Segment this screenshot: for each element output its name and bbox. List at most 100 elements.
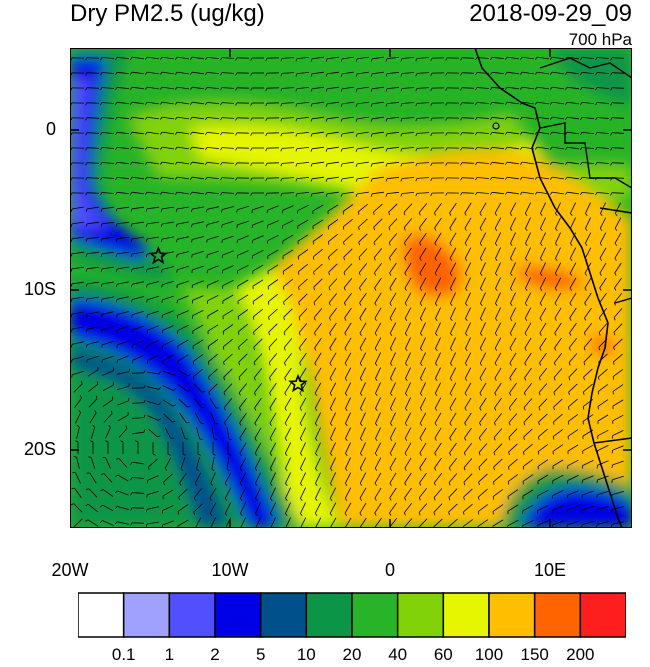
- wind-barb-flag: [314, 513, 318, 517]
- wind-barb: [596, 117, 610, 119]
- wind-barb: [508, 398, 518, 408]
- wind-barb: [209, 487, 217, 499]
- wind-barb: [131, 417, 145, 419]
- wind-barb-flag: [298, 302, 300, 306]
- lon-label-10w: 10W: [211, 560, 249, 580]
- wind-barb-flag: [569, 273, 573, 276]
- field-sw-gyre: [70, 368, 200, 528]
- wind-barb-flag: [464, 273, 468, 277]
- wind-barb-flag: [85, 298, 88, 302]
- wind-barb-flag: [205, 132, 208, 136]
- wind-barb-flag: [270, 498, 273, 502]
- wind-barb-flag: [490, 162, 493, 166]
- wind-barb-flag: [85, 87, 88, 91]
- wind-barb: [599, 247, 607, 259]
- wind-barb: [344, 367, 352, 379]
- wind-barb: [345, 457, 351, 469]
- wind-barb: [180, 427, 186, 439]
- wind-barb-flag: [549, 101, 553, 105]
- forecast-datetime: 2018-09-29_09: [469, 0, 632, 27]
- wind-barb-flag: [220, 72, 223, 76]
- wind-barb: [329, 487, 337, 499]
- wind-barb-flag: [285, 498, 288, 502]
- wind-barb-flag: [582, 406, 585, 410]
- wind-barb: [177, 504, 189, 512]
- coastline: [474, 48, 623, 528]
- wind-barb: [192, 280, 204, 286]
- wind-barb: [405, 397, 411, 409]
- wind-barb: [314, 397, 322, 409]
- legend-label: 200: [566, 645, 595, 664]
- wind-barb: [613, 323, 623, 333]
- wind-barb: [211, 427, 215, 439]
- wind-barb: [539, 352, 547, 364]
- wind-barb: [237, 264, 249, 272]
- wind-barb-flag: [115, 132, 118, 136]
- wind-barb: [73, 383, 83, 393]
- wind-barb-flag: [100, 268, 103, 272]
- wind-barb-flag: [310, 118, 313, 122]
- wind-barb-flag: [310, 133, 313, 137]
- wind-barb-flag: [420, 333, 423, 337]
- wind-barb-flag: [534, 146, 538, 150]
- wind-barb-flag: [597, 391, 600, 395]
- wind-barb-flag: [419, 408, 423, 412]
- wind-barb: [491, 101, 505, 105]
- wind-barb-flag: [549, 131, 553, 135]
- wind-barb: [254, 457, 262, 469]
- wind-barb: [375, 427, 381, 439]
- wind-barb-flag: [595, 117, 598, 121]
- wind-barb: [329, 337, 337, 349]
- wind-barb: [221, 72, 235, 74]
- wind-barb: [508, 443, 518, 453]
- wind-barb: [238, 368, 248, 378]
- wind-barb-flag: [327, 241, 330, 245]
- wind-barb-flag: [450, 318, 453, 322]
- wind-barb-flag: [404, 333, 408, 337]
- wind-barb: [162, 325, 174, 331]
- wind-barb: [491, 116, 505, 120]
- wind-barb: [389, 427, 397, 439]
- wind-barb-flag: [223, 392, 226, 396]
- wind-barb-flag: [448, 467, 451, 471]
- wind-barb-flag: [523, 451, 525, 455]
- wind-barb: [116, 221, 130, 225]
- wind-barb-flag: [415, 88, 418, 92]
- wind-barb-flag: [504, 146, 508, 150]
- wind-barb-flag: [400, 193, 403, 197]
- wind-barb-flag: [359, 363, 363, 367]
- wind-barb-flag: [190, 71, 193, 75]
- wind-barb-flag: [269, 422, 272, 426]
- wind-barb: [374, 442, 382, 454]
- wind-barb-flag: [508, 437, 511, 441]
- wind-barb: [239, 457, 247, 469]
- wind-barb: [132, 86, 144, 90]
- wind-barb-flag: [280, 88, 283, 92]
- wind-barb: [285, 472, 291, 484]
- wind-barb-flag: [523, 407, 526, 411]
- color-legend-labels: 0.1 1 2 5 10 20 40 60 100 150 200: [0, 645, 650, 667]
- wind-barb: [206, 192, 220, 194]
- wind-barb: [343, 218, 353, 228]
- wind-barb-flag: [525, 243, 528, 247]
- wind-barb: [461, 87, 475, 89]
- wind-barb: [193, 383, 203, 393]
- wind-barb-flag: [385, 103, 388, 107]
- wind-barb: [404, 322, 412, 334]
- wind-barb-flag: [568, 406, 570, 410]
- wind-barb: [147, 325, 159, 331]
- wind-barb-flag: [239, 483, 243, 487]
- wind-barb: [464, 412, 472, 424]
- wind-barb: [344, 337, 352, 349]
- wind-barb: [491, 71, 505, 75]
- wind-barb: [329, 397, 337, 409]
- wind-barb-flag: [143, 399, 146, 403]
- wind-barb-flag: [373, 211, 375, 216]
- wind-barb: [509, 307, 517, 319]
- wind-barb-flag: [549, 176, 553, 180]
- wind-barb: [132, 266, 144, 270]
- wind-barb: [373, 203, 383, 213]
- wind-barb-flag: [534, 56, 538, 60]
- wind-barb: [480, 292, 486, 304]
- wind-barb: [255, 487, 261, 499]
